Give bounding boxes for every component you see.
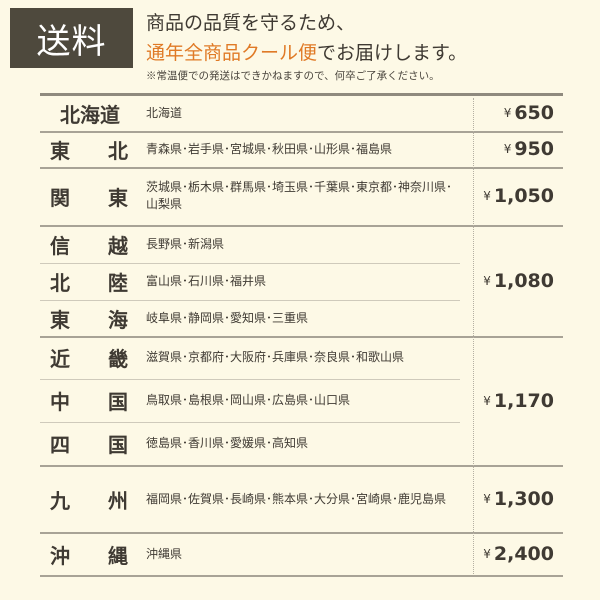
region-char: 東: [108, 185, 128, 210]
region-char: 縄: [108, 543, 128, 568]
shipping-price: ¥1,170: [478, 336, 554, 465]
region-name: 四国: [40, 429, 140, 458]
region-row: 北海道 北海道: [40, 95, 460, 131]
prefecture-list: 鳥取県･島根県･岡山県･広島県･山口県: [146, 393, 351, 407]
region-name: 中国: [40, 386, 140, 415]
region-name: 関東: [40, 182, 140, 211]
region-char: 関: [50, 185, 70, 210]
header-line-2: 通年全商品クール便でお届けします。: [146, 38, 467, 65]
prefecture-list: 徳島県･香川県･愛媛県･高知県: [146, 436, 309, 450]
header-line-2-rest: でお届けします。: [317, 42, 468, 64]
region-char: 東: [50, 307, 70, 332]
prefecture-list: 滋賀県･京都府･大阪府･兵庫県･奈良県･和歌山県: [146, 350, 405, 364]
shipping-price: ¥1,300: [478, 466, 554, 532]
shipping-price: ¥1,080: [478, 226, 554, 336]
region-char: 国: [108, 390, 128, 414]
price-value: 2,400: [493, 543, 554, 565]
region-row: 関東茨城県･栃木県･群馬県･埼玉県･千葉県･東京都･神奈川県･山梨県: [40, 167, 460, 225]
region-char: 中: [50, 390, 70, 414]
price-value: 650: [514, 102, 554, 124]
region-row: 北陸富山県･石川県･福井県: [40, 263, 460, 300]
price-value: 1,170: [493, 389, 554, 412]
region-char: 九: [50, 488, 70, 513]
group-rule: [40, 336, 563, 338]
table-top-rule: [40, 93, 563, 96]
region-name: 東北: [40, 135, 140, 164]
yen-symbol: ¥: [483, 547, 491, 561]
prefecture-list: 岐阜県･静岡県･愛知県･三重県: [146, 310, 309, 325]
cool-delivery-highlight: 通年全商品クール便: [146, 42, 318, 64]
region-char: 国: [108, 433, 128, 457]
region-char: 越: [108, 234, 128, 258]
row-separator: [40, 300, 460, 301]
group-rule: [40, 225, 563, 227]
region-char: 北: [50, 271, 70, 295]
group-rule: [40, 465, 563, 467]
group-rule: [40, 131, 563, 133]
price-value: 1,050: [493, 185, 554, 207]
region-char: 陸: [108, 271, 128, 295]
region-char: 信: [50, 234, 70, 258]
yen-symbol: ¥: [503, 106, 512, 120]
region-char: 畿: [108, 347, 128, 371]
yen-symbol: ¥: [483, 393, 491, 408]
region-name: 沖縄: [40, 540, 140, 569]
region-name: 近畿: [40, 343, 140, 372]
region-name: 九州: [40, 485, 140, 514]
region-char: 海: [108, 307, 128, 332]
region-row: 中国鳥取県･島根県･岡山県･広島県･山口県: [40, 379, 460, 422]
shipping-price: ¥2,400: [478, 533, 554, 575]
row-separator: [40, 263, 460, 264]
region-row: 近畿滋賀県･京都府･大阪府･兵庫県･奈良県･和歌山県: [40, 336, 460, 379]
prefecture-list: 茨城県･栃木県･群馬県･埼玉県･千葉県･東京都･神奈川県･山梨県: [146, 180, 453, 211]
shipping-price: ¥950: [478, 131, 554, 167]
prefecture-list: 青森県･岩手県･宮城県･秋田県･山形県･福島県: [146, 141, 393, 156]
row-separator: [40, 379, 460, 380]
price-value: 950: [514, 138, 554, 160]
region-char: 北: [108, 138, 128, 163]
yen-symbol: ¥: [503, 142, 512, 156]
yen-symbol: ¥: [483, 189, 491, 203]
shipping-badge: 送料: [10, 8, 133, 68]
region-row: 四国徳島県･香川県･愛媛県･高知県: [40, 422, 460, 465]
row-separator: [40, 422, 460, 423]
group-rule: [40, 532, 563, 534]
region-name: 東海: [40, 304, 140, 333]
region-char: 近: [50, 347, 70, 371]
region-row: 東北青森県･岩手県･宮城県･秋田県･山形県･福島県: [40, 131, 460, 167]
region-name: 北陸: [40, 267, 140, 296]
region-char: 東: [50, 138, 70, 163]
prefecture-list: 長野県･新潟県: [146, 237, 225, 251]
shipping-price: ¥1,050: [478, 167, 554, 225]
header-line-1: 商品の品質を守るため、: [146, 12, 356, 34]
prefecture-list: 沖縄県: [146, 546, 183, 561]
prefecture-list: 北海道: [146, 105, 183, 120]
region-char: 州: [108, 488, 128, 513]
prefecture-list: 福岡県･佐賀県･長崎県･熊本県･大分県･宮崎県･鹿児島県: [146, 491, 447, 506]
region-row: 信越長野県･新潟県: [40, 226, 460, 263]
price-value: 1,300: [493, 488, 554, 510]
region-char: 四: [50, 433, 70, 457]
group-rule: [40, 167, 563, 169]
prefecture-list: 富山県･石川県･福井県: [146, 274, 267, 288]
yen-symbol: ¥: [483, 492, 491, 506]
shipping-price: ¥650: [478, 95, 554, 131]
yen-symbol: ¥: [483, 274, 491, 288]
price-value: 1,080: [493, 270, 554, 292]
region-row: 沖縄沖縄県: [40, 533, 460, 575]
header-note: ※常温便での発送はできかねますので、何卒ご了承ください。: [146, 70, 440, 82]
region-name: 北海道: [60, 102, 120, 127]
group-rule: [40, 575, 563, 577]
region-row: 九州福岡県･佐賀県･長崎県･熊本県･大分県･宮崎県･鹿児島県: [40, 466, 460, 532]
region-name: 信越: [40, 230, 140, 259]
price-column-divider: [473, 98, 474, 574]
region-char: 沖: [50, 543, 70, 568]
region-row: 東海岐阜県･静岡県･愛知県･三重県: [40, 300, 460, 336]
